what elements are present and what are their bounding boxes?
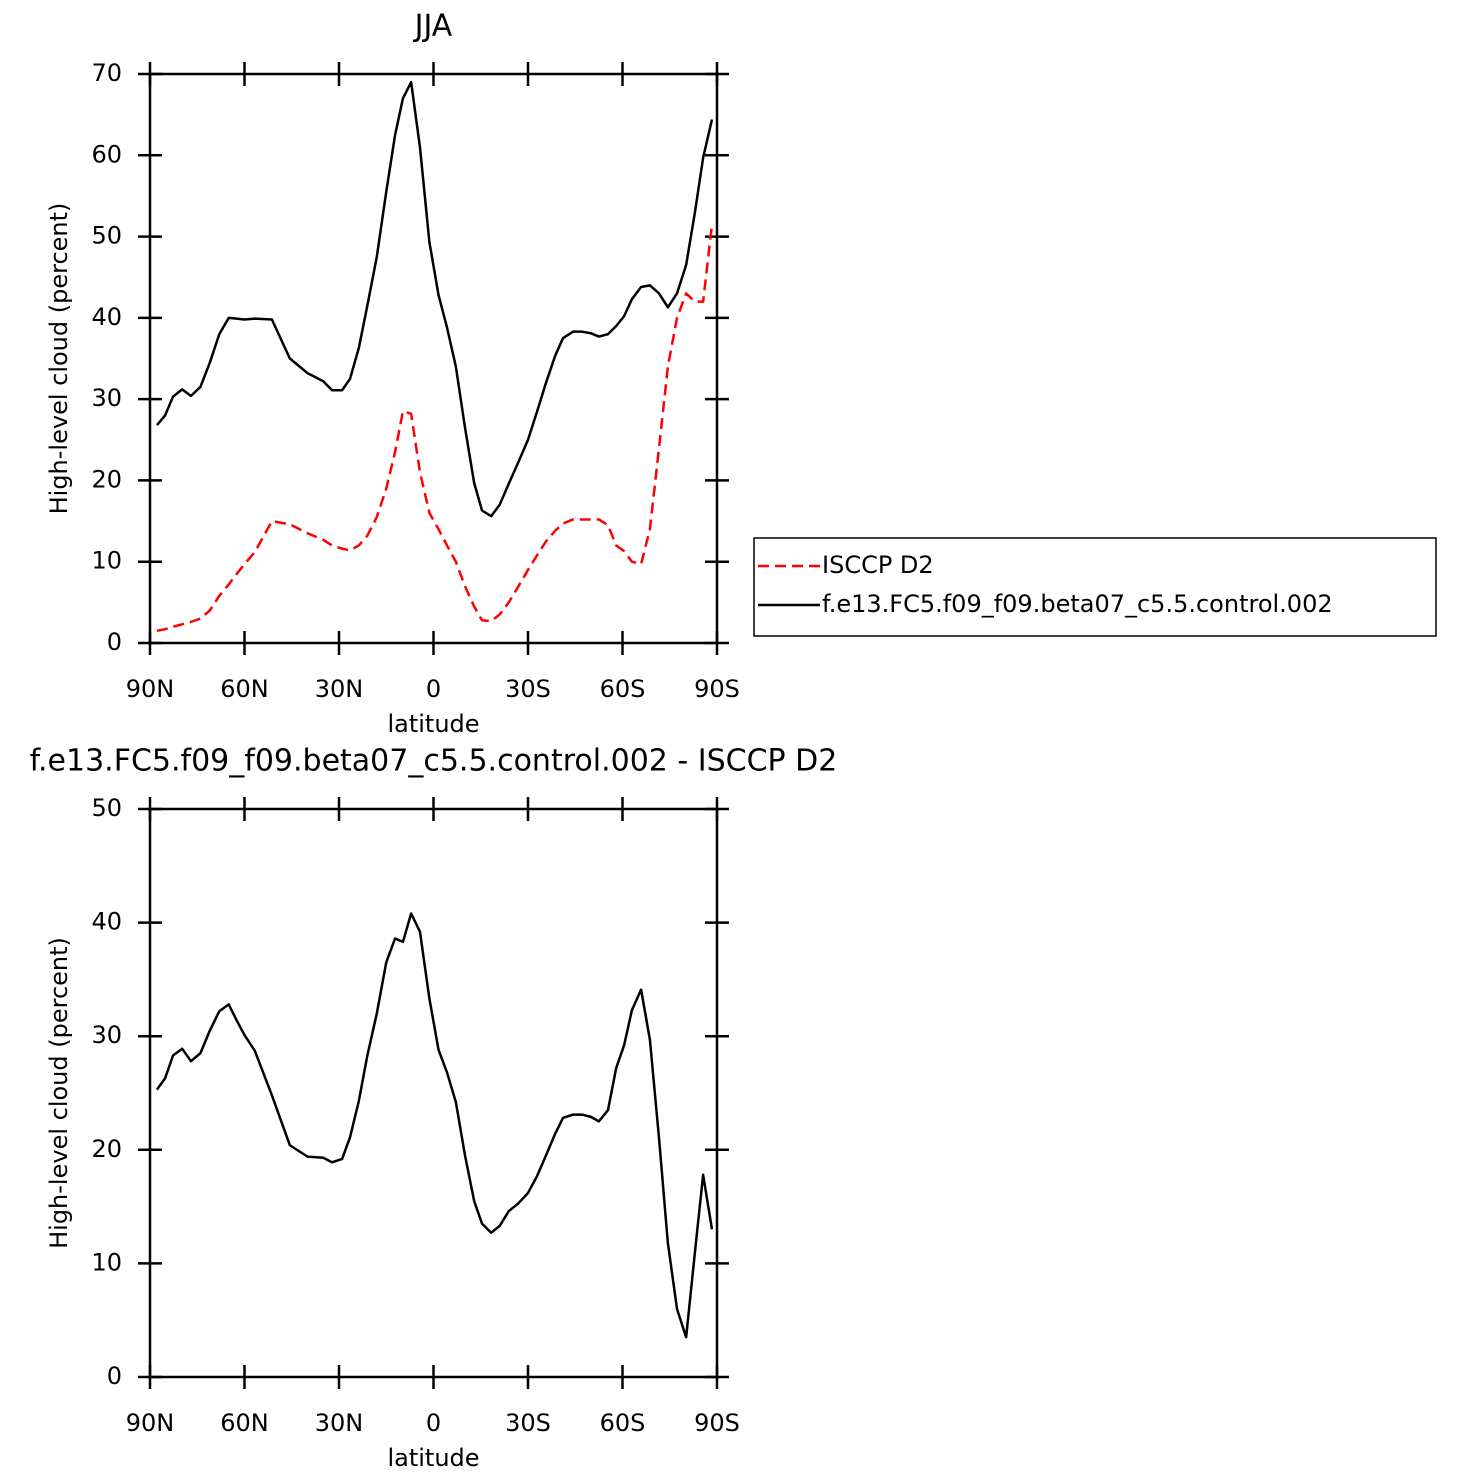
x-tick-label: 30N (315, 675, 364, 703)
x-tick-label: 90N (126, 1409, 175, 1437)
y-tick-label: 50 (91, 794, 122, 822)
x-tick-label: 60S (600, 675, 646, 703)
x-tick-label: 60N (220, 675, 269, 703)
y-tick-label: 10 (91, 1248, 122, 1276)
y-tick-label: 40 (91, 303, 122, 331)
chart-title: JJA (413, 9, 453, 44)
x-tick-label: 30S (505, 675, 551, 703)
y-tick-label: 30 (91, 1021, 122, 1049)
x-tick-label: 60S (600, 1409, 646, 1437)
x-tick-label: 60N (220, 1409, 269, 1437)
legend-label: ISCCP D2 (822, 551, 934, 579)
x-tick-label: 30N (315, 1409, 364, 1437)
legend-label: f.e13.FC5.f09_f09.beta07_c5.5.control.00… (822, 590, 1333, 618)
y-tick-label: 20 (91, 1135, 122, 1163)
plot-frame (148, 72, 719, 645)
y-axis-label: High-level cloud (percent) (45, 203, 73, 515)
y-tick-label: 70 (91, 59, 122, 87)
x-axis-label: latitude (387, 710, 479, 738)
x-tick-label: 0 (426, 1409, 441, 1437)
x-axis-label: latitude (387, 1444, 479, 1472)
y-tick-label: 0 (107, 1362, 122, 1390)
y-tick-label: 50 (91, 222, 122, 250)
y-tick-label: 0 (107, 628, 122, 656)
y-tick-label: 10 (91, 547, 122, 575)
chart-title: f.e13.FC5.f09_f09.beta07_c5.5.control.00… (30, 744, 838, 779)
y-tick-label: 40 (91, 908, 122, 936)
y-tick-label: 60 (91, 140, 122, 168)
legend-box (753, 537, 1437, 637)
x-tick-label: 90S (694, 675, 740, 703)
data-line (156, 224, 714, 633)
y-axis-label: High-level cloud (percent) (45, 937, 73, 1249)
x-tick-label: 30S (505, 1409, 551, 1437)
y-tick-label: 30 (91, 384, 122, 412)
y-tick-label: 20 (91, 465, 122, 493)
data-line (155, 912, 714, 1339)
x-tick-label: 90S (694, 1409, 740, 1437)
x-tick-label: 0 (426, 675, 441, 703)
x-tick-label: 90N (126, 675, 175, 703)
data-line (155, 80, 714, 518)
plot-frame (148, 807, 719, 1379)
